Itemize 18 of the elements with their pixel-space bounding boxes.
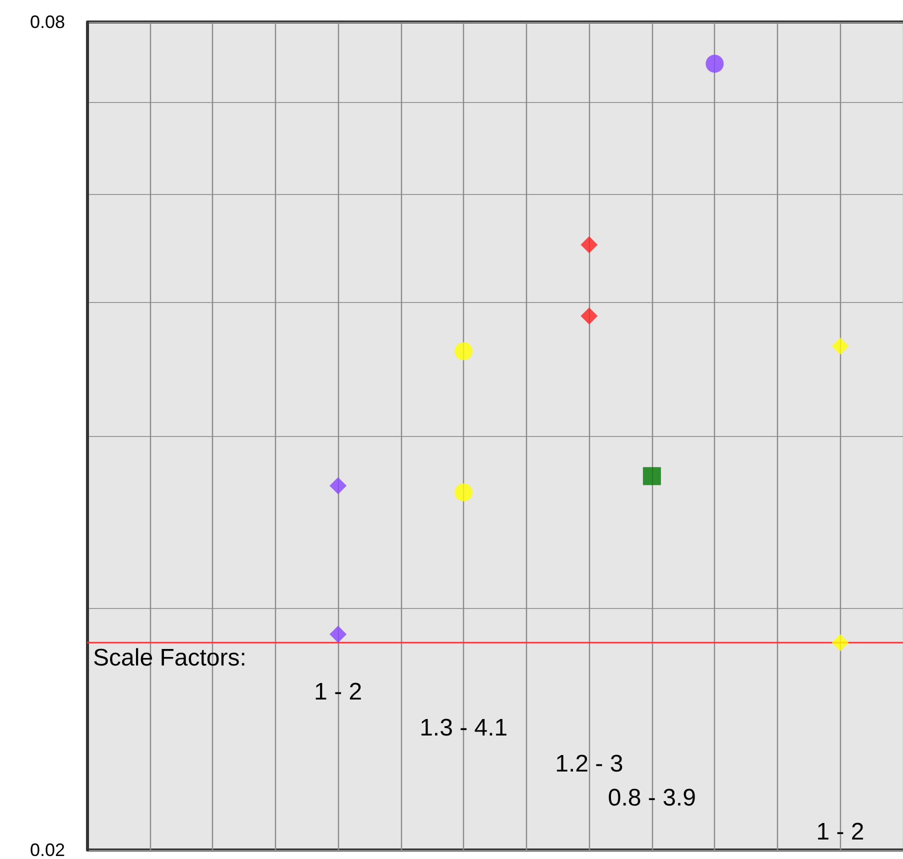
point bbox=[832, 634, 849, 652]
annotation: Scale Factors: bbox=[93, 644, 246, 672]
point bbox=[642, 467, 661, 486]
point bbox=[454, 483, 473, 502]
point bbox=[330, 477, 347, 494]
point bbox=[330, 626, 347, 643]
point bbox=[454, 342, 473, 360]
y-tick-label: 0.08 bbox=[30, 12, 65, 32]
point bbox=[580, 236, 598, 254]
point bbox=[580, 308, 598, 325]
annotation: 1 - 2 bbox=[314, 678, 362, 706]
annotation: 0.8 - 3.9 bbox=[608, 784, 696, 812]
point bbox=[832, 338, 849, 355]
y-tick-label: 0.02 bbox=[30, 840, 65, 859]
annotation: 1.3 - 4.1 bbox=[420, 714, 508, 742]
annotation: 1 - 2 bbox=[816, 818, 864, 846]
point bbox=[706, 54, 724, 73]
annotation: 1.2 - 3 bbox=[555, 750, 624, 778]
